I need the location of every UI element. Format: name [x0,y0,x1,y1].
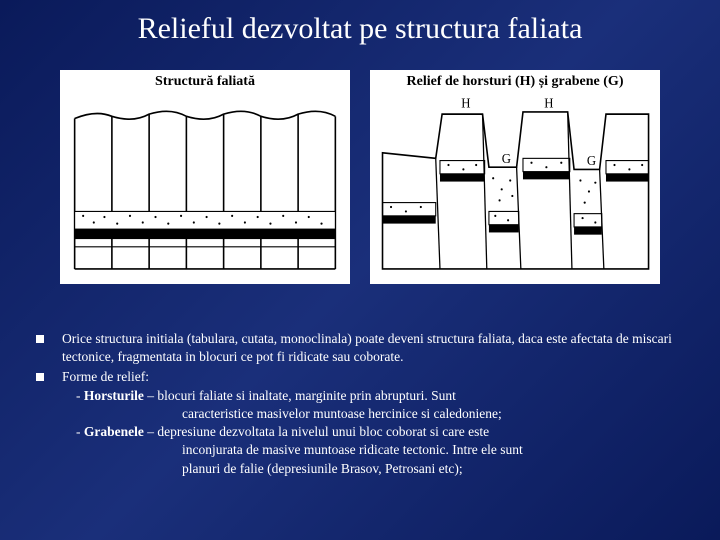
figure-left-diagram [64,92,346,280]
bullet-subline: - Grabenele – depresiune dezvoltata la n… [76,423,684,441]
bullet-subline: - Horsturile – blocuri faliate si inalta… [76,387,684,405]
figure-left-caption: Structură faliată [155,74,255,90]
figure-right-diagram: H G H G [374,92,656,280]
bullet-item: Forme de relief:- Horsturile – blocuri f… [36,368,684,477]
bullet-text: Forme de relief:- Horsturile – blocuri f… [62,368,684,477]
slide-title: Relieful dezvoltat pe structura faliata [0,12,720,46]
label-g1: G [502,151,511,166]
label-h2: H [544,95,554,110]
figure-right: Relief de horsturi (H) și grabene (G) [370,70,660,284]
bullet-marker [36,335,44,343]
bullet-text: Orice structura initiala (tabulara, cuta… [62,330,684,366]
figures-row: Structură faliată [60,70,660,284]
figure-left: Structură faliată [60,70,350,284]
figure-right-caption: Relief de horsturi (H) și grabene (G) [407,74,624,90]
bullet-subline: planuri de falie (depresiunile Brasov, P… [182,460,684,478]
bullet-subline: inconjurata de masive muntoase ridicate … [182,441,684,459]
bullet-marker [36,373,44,381]
bullet-list: Orice structura initiala (tabulara, cuta… [36,330,684,480]
bullet-item: Orice structura initiala (tabulara, cuta… [36,330,684,366]
bullet-subline: caracteristice masivelor muntoase hercin… [182,405,684,423]
label-h1: H [461,95,471,110]
label-g2: G [587,153,596,168]
